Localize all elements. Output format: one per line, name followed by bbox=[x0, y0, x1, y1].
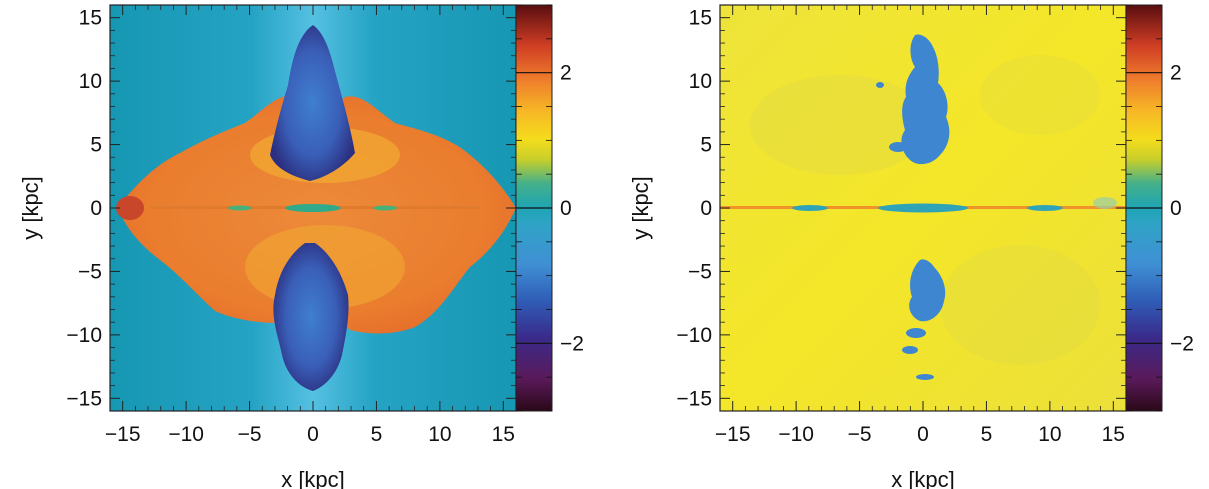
lower-jet-region bbox=[273, 243, 349, 391]
lower-jet-fragment bbox=[902, 346, 918, 354]
colorbar: −2 0 2 bbox=[515, 4, 584, 412]
y-tick-label: −10 bbox=[676, 324, 712, 347]
texture-patch bbox=[980, 55, 1100, 135]
colorbar-tick-labels: −2 0 2 bbox=[560, 62, 584, 356]
lower-jet-region bbox=[909, 259, 946, 322]
x-axis-title: x [kpc] bbox=[281, 467, 345, 489]
colorbar-tick-label: 2 bbox=[560, 62, 572, 85]
y-axis-title: y [kpc] bbox=[628, 176, 653, 240]
x-tick-label: 5 bbox=[371, 423, 383, 446]
upper-jet-region bbox=[901, 34, 950, 165]
y-tick-label: 5 bbox=[700, 134, 712, 157]
upper-jet-fragment bbox=[876, 82, 884, 88]
x-axis-title: x [kpc] bbox=[891, 467, 955, 489]
x-tick-label: 10 bbox=[1038, 423, 1061, 446]
x-tick-label: 5 bbox=[981, 423, 993, 446]
x-tick-label: 15 bbox=[492, 423, 515, 446]
x-tick-label: −10 bbox=[168, 423, 204, 446]
colorbar-tick-label: −2 bbox=[560, 332, 584, 355]
y-tick-label: 10 bbox=[79, 70, 102, 93]
heatmap-image bbox=[720, 5, 1126, 411]
y-tick-labels: −15 −10 −5 0 5 10 15 bbox=[66, 7, 102, 411]
cocoon-edge-left bbox=[116, 196, 144, 220]
x-tick-label: −10 bbox=[778, 423, 814, 446]
y-tick-label: 5 bbox=[90, 134, 102, 157]
disk-core bbox=[878, 203, 968, 213]
upper-jet-region bbox=[270, 25, 355, 181]
heatmap-image bbox=[110, 5, 516, 411]
colorbar-tick-label: −2 bbox=[1170, 332, 1194, 355]
disk-edge-clump bbox=[1093, 197, 1117, 209]
y-tick-label: −15 bbox=[66, 387, 102, 410]
colorbar: −2 0 2 bbox=[1125, 4, 1194, 412]
y-tick-label: 0 bbox=[700, 197, 712, 220]
colorbar-ticks bbox=[1126, 4, 1162, 412]
colorbar-ticks bbox=[516, 4, 552, 412]
x-tick-label: 0 bbox=[307, 423, 319, 446]
lower-jet-fragment bbox=[906, 328, 926, 338]
x-tick-label: −5 bbox=[238, 423, 262, 446]
y-tick-label: 10 bbox=[689, 70, 712, 93]
y-tick-label: −10 bbox=[66, 324, 102, 347]
panel-right: −15 −10 −5 0 5 10 15 −15 −10 −5 0 5 10 15 x [kpc] y … bbox=[628, 4, 1194, 489]
x-tick-label: 15 bbox=[1102, 423, 1125, 446]
x-tick-label: −5 bbox=[848, 423, 872, 446]
panel-left: −15 −10 −5 0 5 10 15 −15 −10 −5 0 5 10 15 x [kpc] y … bbox=[18, 4, 584, 489]
y-axis-title: y [kpc] bbox=[18, 176, 43, 240]
disk-left-clump bbox=[228, 205, 252, 211]
x-tick-labels: −15 −10 −5 0 5 10 15 bbox=[105, 423, 515, 446]
colorbar-tick-label: 0 bbox=[560, 197, 572, 220]
disk-core bbox=[285, 204, 341, 212]
y-tick-label: 0 bbox=[90, 197, 102, 220]
x-ticks bbox=[719, 5, 1127, 411]
upper-jet-fragment bbox=[889, 142, 907, 152]
y-ticks bbox=[720, 4, 1126, 412]
y-tick-label: −15 bbox=[676, 387, 712, 410]
x-tick-label: 10 bbox=[428, 423, 451, 446]
y-tick-label: −5 bbox=[688, 260, 712, 283]
texture-patch bbox=[750, 75, 930, 175]
colorbar-tick-label: 0 bbox=[1170, 197, 1182, 220]
lower-jet-fragment bbox=[916, 374, 934, 380]
cocoon-region bbox=[118, 95, 516, 334]
x-tick-label: −15 bbox=[105, 423, 141, 446]
y-tick-label: 15 bbox=[689, 7, 712, 30]
disk-left-clump bbox=[792, 205, 828, 211]
y-tick-label: −5 bbox=[78, 260, 102, 283]
y-tick-label: 15 bbox=[79, 7, 102, 30]
disk-right-clump bbox=[1027, 205, 1063, 211]
y-ticks bbox=[110, 4, 516, 412]
x-tick-labels: −15 −10 −5 0 5 10 15 bbox=[715, 423, 1125, 446]
y-tick-labels: −15 −10 −5 0 5 10 15 bbox=[676, 7, 712, 411]
disk-right-clump bbox=[373, 205, 397, 211]
x-tick-label: −15 bbox=[715, 423, 751, 446]
x-tick-label: 0 bbox=[917, 423, 929, 446]
x-ticks bbox=[109, 5, 517, 411]
colorbar-tick-labels: −2 0 2 bbox=[1170, 62, 1194, 356]
texture-patch bbox=[940, 245, 1100, 365]
colorbar-tick-label: 2 bbox=[1170, 62, 1182, 85]
